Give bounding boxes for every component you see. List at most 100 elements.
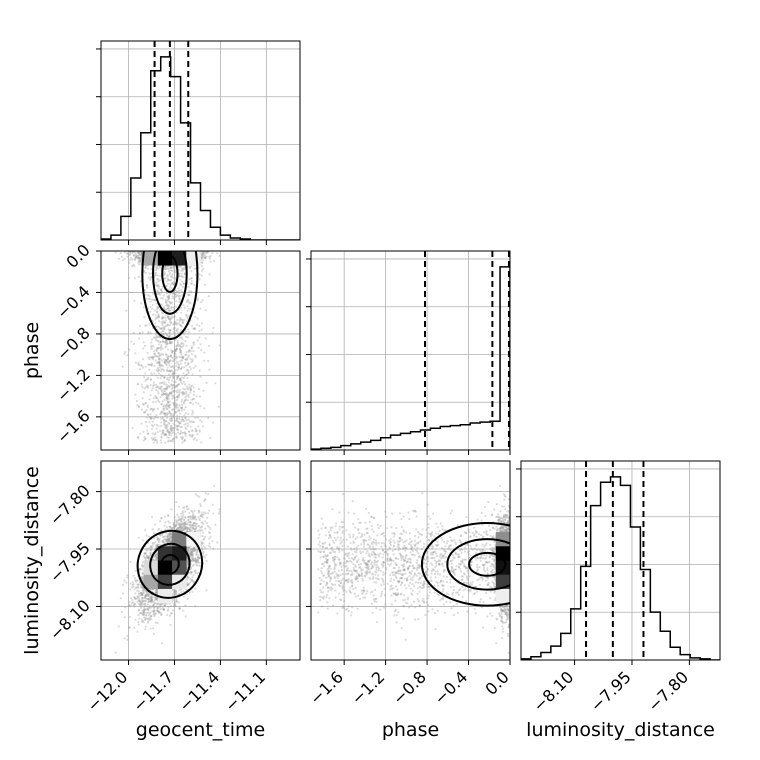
sample-point bbox=[177, 374, 180, 377]
sample-point bbox=[158, 319, 161, 323]
sample-point bbox=[156, 347, 159, 350]
sample-point bbox=[149, 417, 152, 420]
sample-point bbox=[173, 293, 176, 296]
sample-point bbox=[154, 314, 157, 317]
sample-point bbox=[147, 332, 150, 335]
sample-point bbox=[171, 349, 174, 353]
sample-point bbox=[156, 310, 159, 314]
sample-point bbox=[178, 383, 181, 386]
sample-point bbox=[184, 339, 187, 343]
sample-point bbox=[199, 375, 202, 378]
sample-point bbox=[170, 544, 173, 547]
sample-point bbox=[167, 362, 171, 365]
sample-point bbox=[163, 266, 166, 269]
sample-point bbox=[180, 272, 183, 275]
sample-point bbox=[141, 593, 144, 596]
sample-point bbox=[191, 564, 194, 567]
sample-point bbox=[164, 359, 168, 362]
sample-point bbox=[179, 522, 182, 526]
sample-point bbox=[151, 374, 154, 377]
sample-point bbox=[171, 266, 174, 269]
sample-point bbox=[152, 610, 155, 613]
sample-point bbox=[137, 599, 140, 602]
sample-point bbox=[192, 403, 195, 406]
sample-point bbox=[139, 251, 142, 254]
sample-point bbox=[158, 363, 161, 366]
sample-point bbox=[179, 526, 182, 529]
sample-point bbox=[175, 344, 178, 347]
sample-point bbox=[173, 591, 176, 594]
sample-point bbox=[165, 383, 168, 386]
sample-point bbox=[175, 347, 178, 350]
sample-point bbox=[146, 404, 149, 407]
sample-point bbox=[184, 412, 187, 415]
sample-point bbox=[163, 418, 166, 422]
sample-point bbox=[135, 597, 138, 600]
sample-point bbox=[189, 358, 192, 361]
sample-point bbox=[181, 529, 184, 532]
sample-point bbox=[191, 373, 194, 376]
sample-point bbox=[176, 376, 179, 379]
sample-point bbox=[159, 340, 162, 343]
sample-point bbox=[189, 549, 192, 552]
sample-point bbox=[171, 350, 174, 353]
sample-point bbox=[153, 337, 156, 340]
sample-point bbox=[170, 306, 173, 309]
sample-point bbox=[163, 321, 166, 324]
sample-point bbox=[136, 600, 139, 604]
sample-point bbox=[176, 345, 179, 348]
sample-point bbox=[194, 315, 197, 318]
sample-point bbox=[170, 533, 173, 536]
sample-point bbox=[202, 259, 205, 262]
sample-point bbox=[137, 257, 140, 260]
sample-point bbox=[170, 315, 173, 318]
sample-point bbox=[147, 363, 150, 366]
sample-point bbox=[169, 412, 172, 415]
sample-point bbox=[164, 528, 167, 531]
sample-point bbox=[173, 297, 176, 300]
sample-point bbox=[160, 291, 163, 294]
sample-point bbox=[138, 257, 141, 260]
sample-point bbox=[168, 288, 171, 291]
sample-point bbox=[186, 305, 189, 308]
sample-point bbox=[192, 393, 195, 396]
sample-point bbox=[156, 441, 159, 444]
sample-point bbox=[175, 347, 178, 351]
sample-point bbox=[187, 413, 190, 416]
sample-point bbox=[186, 562, 189, 565]
sample-point bbox=[174, 411, 177, 414]
sample-point bbox=[167, 539, 171, 542]
sample-point bbox=[145, 554, 148, 557]
sample-point bbox=[203, 251, 206, 254]
sample-point bbox=[197, 554, 200, 557]
sample-point bbox=[167, 397, 170, 401]
sample-point bbox=[164, 359, 167, 362]
sample-point bbox=[144, 372, 147, 375]
sample-point bbox=[169, 412, 172, 416]
sample-point bbox=[149, 384, 152, 387]
sample-point bbox=[166, 323, 169, 327]
sample-point bbox=[203, 283, 207, 286]
sample-point bbox=[177, 396, 180, 399]
sample-point bbox=[187, 547, 190, 550]
sample-point bbox=[176, 431, 180, 434]
sample-point bbox=[176, 319, 179, 322]
sample-point bbox=[151, 355, 154, 358]
sample-point bbox=[183, 318, 186, 321]
sample-point bbox=[181, 393, 184, 396]
sample-point bbox=[168, 385, 171, 388]
sample-point bbox=[172, 359, 175, 362]
sample-point bbox=[180, 400, 183, 403]
sample-point bbox=[172, 427, 175, 430]
sample-point bbox=[172, 422, 175, 425]
sample-point bbox=[139, 567, 142, 570]
sample-point bbox=[168, 360, 171, 363]
sample-point bbox=[151, 596, 154, 599]
sample-point bbox=[147, 609, 150, 612]
sample-point bbox=[164, 325, 167, 328]
sample-point bbox=[188, 266, 191, 269]
sample-point bbox=[142, 347, 145, 350]
sample-point bbox=[148, 421, 151, 424]
sample-point bbox=[171, 401, 174, 404]
sample-point bbox=[179, 324, 182, 327]
